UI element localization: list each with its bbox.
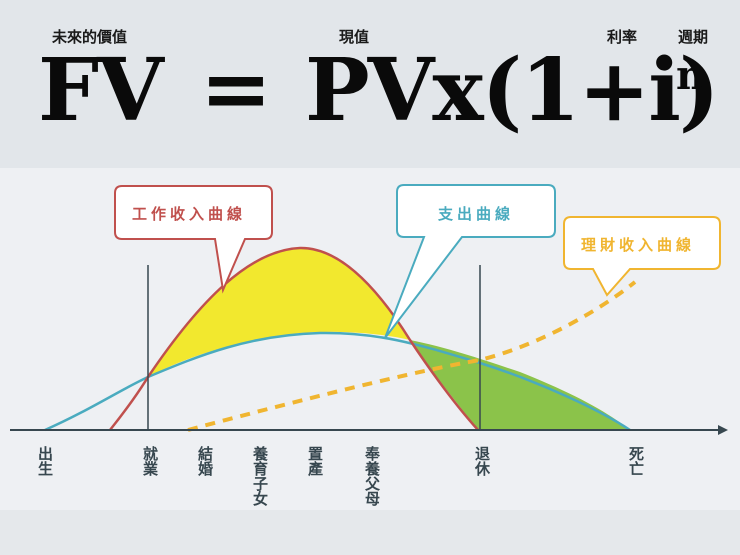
expense-callout-label: 支出曲線 bbox=[438, 205, 515, 223]
investment-callout bbox=[563, 216, 721, 297]
caption-period: 週期 bbox=[678, 28, 709, 46]
investment-income-curve bbox=[187, 280, 637, 432]
deficit-area bbox=[410, 340, 630, 430]
investment-callout-label: 理財收入曲線 bbox=[581, 236, 696, 254]
work-income-curve bbox=[109, 246, 479, 431]
x-axis-arrow-icon bbox=[718, 425, 728, 435]
x-label-property: 置產 bbox=[306, 446, 324, 476]
formula-equals: = bbox=[200, 38, 272, 139]
surplus-area bbox=[148, 247, 410, 377]
formula-panel: 未來的價值 現值 利率 週期 FV = PVx(1+i) n bbox=[0, 0, 740, 168]
expense-callout bbox=[384, 184, 556, 339]
work-income-callout-label: 工作收入曲線 bbox=[132, 205, 247, 223]
work-income-callout bbox=[114, 185, 273, 294]
caption-future-value: 未來的價值 bbox=[52, 28, 128, 46]
formula-rhs: PVx(1+i) bbox=[305, 40, 720, 141]
x-label-employment: 就業 bbox=[141, 446, 159, 476]
expense-curve bbox=[44, 331, 631, 432]
x-label-marriage: 結婚 bbox=[196, 446, 214, 476]
formula-exponent: n bbox=[676, 52, 706, 99]
bottom-strip bbox=[0, 510, 740, 555]
fv-formula: FV = PVx(1+i) n bbox=[0, 36, 740, 156]
x-label-raising-children: 養育子女 bbox=[251, 446, 269, 506]
x-label-death: 死亡 bbox=[627, 446, 645, 476]
caption-present-value: 現值 bbox=[339, 28, 370, 46]
caption-interest-rate: 利率 bbox=[607, 28, 638, 46]
x-label-retirement: 退休 bbox=[473, 446, 491, 476]
x-label-birth: 出生 bbox=[36, 446, 54, 476]
formula-lhs: FV bbox=[38, 40, 164, 141]
x-label-supporting-parents: 奉養父母 bbox=[363, 446, 381, 506]
